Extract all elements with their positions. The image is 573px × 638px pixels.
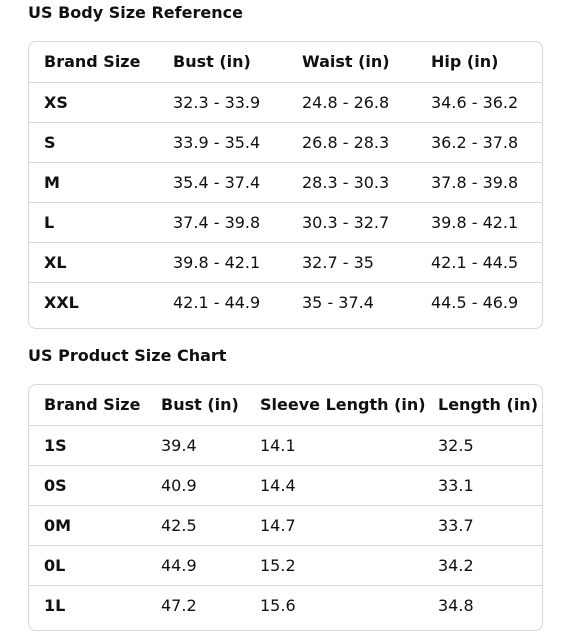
- column-header: Bust (in): [158, 42, 287, 83]
- table-cell: 39.4: [146, 425, 245, 466]
- table-row: 1L 47.2 15.6 34.8: [29, 585, 542, 625]
- body-size-table-container: Brand Size Bust (in) Waist (in) Hip (in)…: [28, 41, 543, 329]
- column-header: Hip (in): [416, 42, 542, 83]
- body-size-table: Brand Size Bust (in) Waist (in) Hip (in)…: [29, 42, 542, 322]
- table-cell: 30.3 - 32.7: [287, 202, 416, 243]
- table-cell: 15.6: [260, 595, 296, 615]
- table-header-row: Brand Size Bust (in) Waist (in) Hip (in): [29, 42, 542, 83]
- table-cell: 35 - 37.4: [302, 292, 374, 312]
- table-cell: 36.2 - 37.8: [416, 122, 542, 163]
- table-cell: 32.7 - 35: [287, 242, 416, 283]
- table-cell: 28.3 - 30.3: [287, 162, 416, 203]
- table-cell: 0S: [29, 465, 146, 506]
- column-header: Sleeve Length (in): [245, 385, 426, 426]
- table-row: S 33.9 - 35.4 26.8 - 28.3 36.2 - 37.8: [29, 122, 542, 163]
- table-cell: 44.9: [146, 545, 245, 586]
- table-cell: 39.8 - 42.1: [416, 202, 542, 243]
- table-row: XL 39.8 - 42.1 32.7 - 35 42.1 - 44.5: [29, 242, 542, 283]
- table-cell: 26.8 - 28.3: [287, 122, 416, 163]
- column-header: Brand Size: [29, 42, 158, 83]
- table-row: 0M 42.5 14.7 33.7: [29, 505, 542, 546]
- table-cell: 37.4 - 39.8: [158, 202, 287, 243]
- table-cell: 32.5: [423, 425, 542, 466]
- table-row: 1S 39.4 14.1 32.5: [29, 425, 542, 466]
- table-cell: 14.7: [245, 505, 423, 546]
- table-cell: 33.7: [423, 505, 542, 546]
- product-size-title: US Product Size Chart: [28, 346, 227, 365]
- table-row: XXL 42.1 - 44.9 35 - 37.4 44.5 - 46.9: [29, 282, 542, 322]
- product-size-table: Brand Size Bust (in) Sleeve Length (in) …: [29, 385, 542, 625]
- table-cell: 42.1 - 44.5: [416, 242, 542, 283]
- table-cell: 14.1: [245, 425, 423, 466]
- table-cell: M: [29, 162, 158, 203]
- table-cell: XS: [29, 82, 158, 123]
- table-row: XS 32.3 - 33.9 24.8 - 26.8 34.6 - 36.2: [29, 82, 542, 123]
- product-size-table-container: Brand Size Bust (in) Sleeve Length (in) …: [28, 384, 543, 631]
- table-cell: 44.5 - 46.9: [431, 292, 519, 312]
- table-row: 0L 44.9 15.2 34.2: [29, 545, 542, 586]
- table-cell: 24.8 - 26.8: [287, 82, 416, 123]
- table-cell: 37.8 - 39.8: [416, 162, 542, 203]
- table-cell: L: [29, 202, 158, 243]
- table-cell: 39.8 - 42.1: [158, 242, 287, 283]
- table-cell: 40.9: [146, 465, 245, 506]
- table-cell: 42.1 - 44.9: [173, 292, 261, 312]
- table-cell: XL: [29, 242, 158, 283]
- table-cell: 34.6 - 36.2: [416, 82, 542, 123]
- table-cell: 32.3 - 33.9: [158, 82, 287, 123]
- table-cell: 1L: [44, 595, 66, 615]
- table-cell: 34.8: [438, 595, 474, 615]
- table-row: L 37.4 - 39.8 30.3 - 32.7 39.8 - 42.1: [29, 202, 542, 243]
- table-row: M 35.4 - 37.4 28.3 - 30.3 37.8 - 39.8: [29, 162, 542, 203]
- table-cell: 33.1: [423, 465, 542, 506]
- table-cell: 14.4: [245, 465, 423, 506]
- table-cell: 35.4 - 37.4: [158, 162, 287, 203]
- table-cell: 34.2: [423, 545, 542, 586]
- table-cell: S: [29, 122, 158, 163]
- table-cell: XXL: [44, 292, 79, 312]
- table-row: 0S 40.9 14.4 33.1: [29, 465, 542, 506]
- body-size-title: US Body Size Reference: [28, 3, 243, 22]
- column-header: Length (in): [423, 385, 542, 426]
- column-header: Bust (in): [146, 385, 245, 426]
- column-header: Waist (in): [287, 42, 416, 83]
- table-cell: 0M: [29, 505, 146, 546]
- table-cell: 15.2: [245, 545, 423, 586]
- table-cell: 1S: [29, 425, 146, 466]
- table-header-row: Brand Size Bust (in) Sleeve Length (in) …: [29, 385, 542, 426]
- table-cell: 47.2: [161, 595, 197, 615]
- table-cell: 33.9 - 35.4: [158, 122, 287, 163]
- column-header: Brand Size: [29, 385, 146, 426]
- table-cell: 0L: [29, 545, 146, 586]
- table-cell: 42.5: [146, 505, 245, 546]
